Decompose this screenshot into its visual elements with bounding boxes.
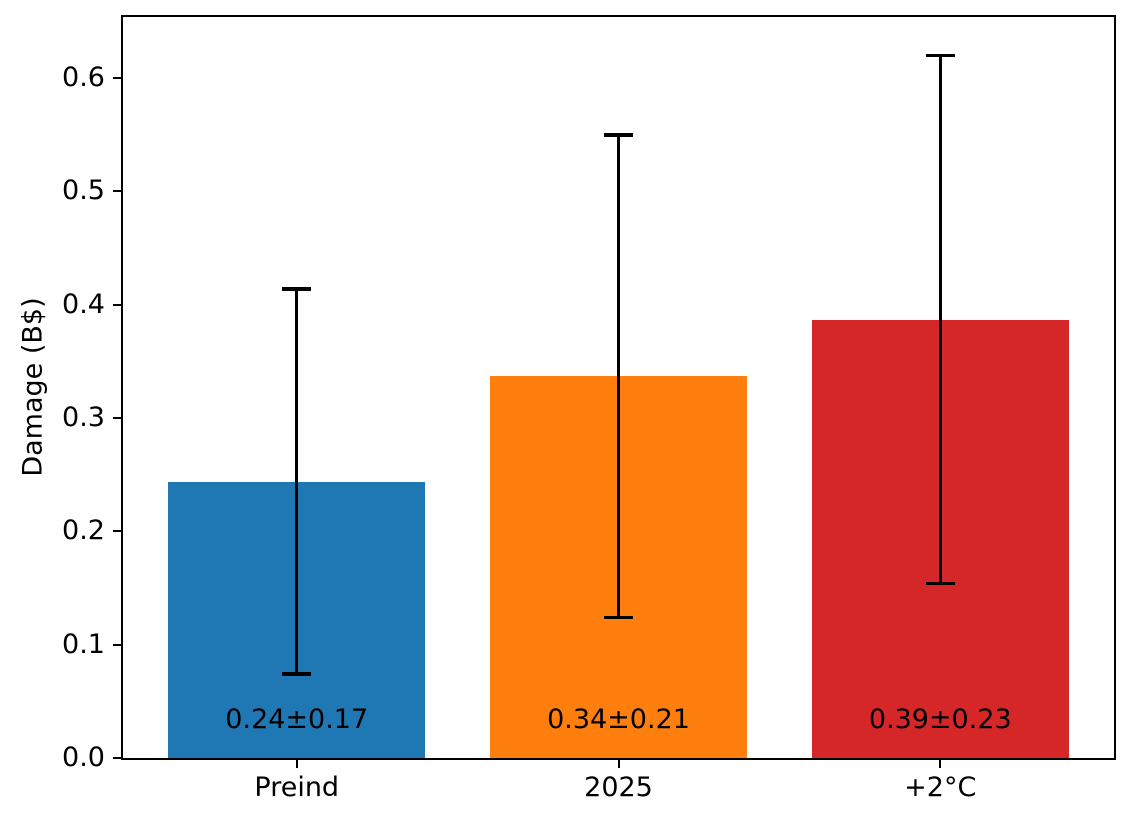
- y-axis-label: Damage (B$): [17, 297, 49, 477]
- bar-value-label: 0.39±0.23: [868, 704, 1012, 735]
- x-tick-label: 2025: [584, 772, 653, 803]
- y-tick-label: 0.3: [62, 402, 105, 434]
- x-tick-mark: [295, 760, 298, 768]
- y-tick-mark: [113, 757, 121, 759]
- y-tick-label: 0.5: [62, 175, 105, 207]
- y-tick-mark: [113, 190, 121, 193]
- y-tick-mark: [113, 417, 121, 420]
- error-bar-cap: [282, 672, 312, 676]
- y-tick-mark: [113, 530, 121, 533]
- error-bar-cap: [925, 53, 955, 58]
- y-tick-label: 0.0: [62, 742, 105, 773]
- x-tick-label: +2°C: [904, 772, 977, 803]
- error-bar-cap: [925, 581, 955, 586]
- error-bar-line: [616, 134, 621, 618]
- y-tick-mark: [113, 77, 121, 80]
- error-bar-line: [938, 55, 942, 584]
- y-tick-label: 0.1: [62, 628, 105, 660]
- error-bar-cap: [604, 133, 633, 137]
- bar-value-label: 0.34±0.21: [547, 704, 690, 735]
- error-bar-cap: [282, 287, 312, 291]
- error-bar-cap: [604, 615, 633, 620]
- x-tick-mark: [617, 760, 620, 768]
- error-bar-line: [294, 288, 299, 675]
- x-tick-mark: [939, 760, 942, 768]
- y-tick-mark: [113, 303, 121, 306]
- y-tick-mark: [113, 643, 121, 646]
- bar-value-label: 0.24±0.17: [225, 704, 369, 735]
- y-tick-label: 0.2: [62, 515, 105, 547]
- y-tick-label: 0.6: [62, 62, 105, 94]
- y-tick-label: 0.4: [62, 288, 105, 320]
- x-tick-label: Preind: [254, 772, 340, 803]
